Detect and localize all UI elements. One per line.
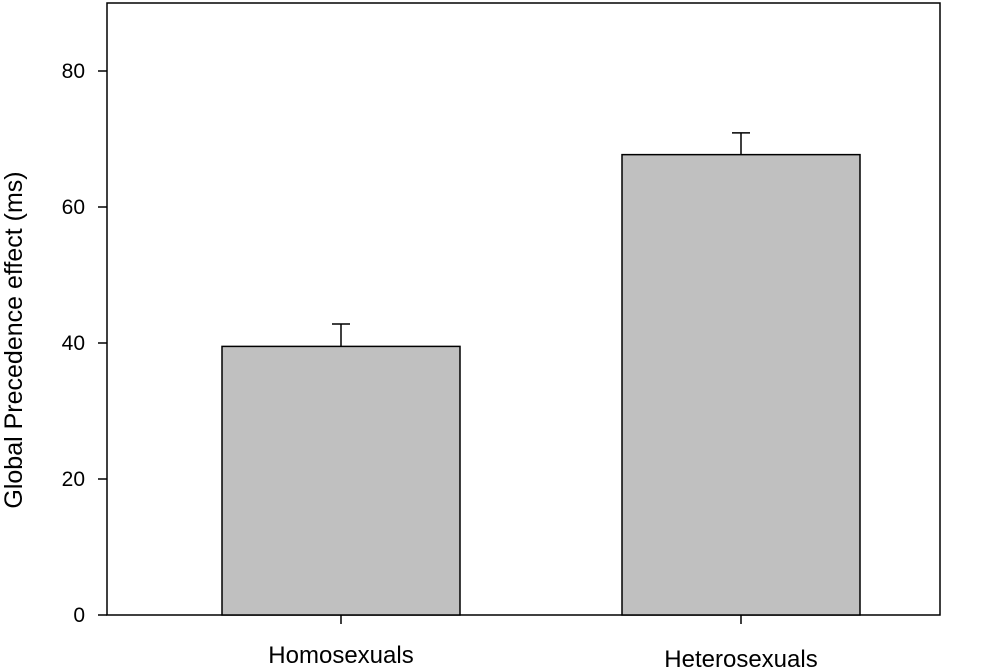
y-tick-label-0: 0 (73, 604, 85, 627)
y-tick-label-2: 40 (62, 332, 85, 355)
y-tick-label-1: 20 (62, 468, 85, 491)
x-tick-label-0: Homosexuals (268, 642, 413, 669)
y-axis-title: Global Precedence effect (ms) (0, 171, 28, 508)
y-tick-label-3: 60 (62, 196, 85, 219)
plot-area: 0 20 40 60 80 Homosexuals Heterosexuals (62, 2, 941, 672)
bar-1 (621, 153, 861, 616)
bar-0 (221, 345, 461, 616)
plot-frame (106, 2, 941, 616)
y-tick-label-4: 80 (62, 60, 85, 83)
x-tick-label-1: Heterosexuals (664, 646, 817, 672)
